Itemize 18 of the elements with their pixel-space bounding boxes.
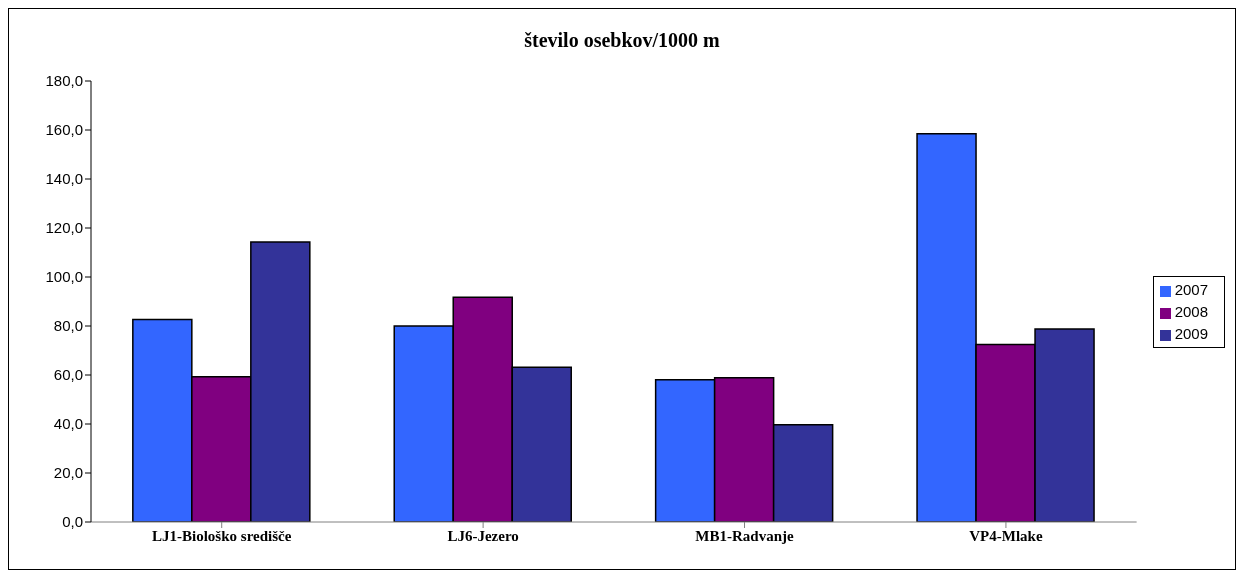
y-tick-label: 20,0 <box>53 464 83 482</box>
y-tick-label: 160,0 <box>45 121 83 139</box>
chart-title: število osebkov/1000 m <box>523 28 721 53</box>
y-tick-label: 120,0 <box>45 219 83 237</box>
y-tick-label: 40,0 <box>53 415 83 433</box>
y-tick-label: 80,0 <box>53 317 83 335</box>
y-tick-label: 140,0 <box>45 170 83 188</box>
legend-label: 2009 <box>1174 325 1208 342</box>
legend-label: 2008 <box>1174 303 1208 320</box>
legend-label: 2007 <box>1174 281 1208 298</box>
y-tick-label: 60,0 <box>53 366 83 384</box>
x-tick-label: LJ1-Biološko središče <box>152 527 292 544</box>
x-tick-label: LJ6-Jezero <box>447 527 519 544</box>
y-tick-label: 100,0 <box>45 268 83 286</box>
y-tick-label: 180,0 <box>45 72 83 90</box>
y-tick-label: 0,0 <box>62 513 83 531</box>
x-tick-label: MB1-Radvanje <box>695 527 795 544</box>
x-tick-label: VP4-Mlake <box>969 527 1043 544</box>
